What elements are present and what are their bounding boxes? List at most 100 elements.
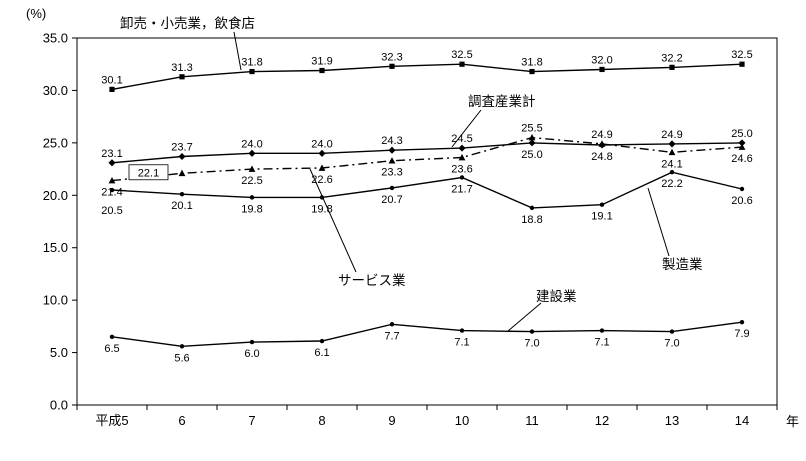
data-label: 20.7 — [381, 194, 402, 206]
marker-circle — [669, 170, 675, 175]
y-tick-label: 15.0 — [43, 240, 68, 255]
boxed-data-label-frame — [128, 164, 169, 181]
x-tick-label: 11 — [525, 413, 539, 428]
series-annotation-label: 建設業 — [536, 289, 577, 304]
y-tick-label: 0.0 — [50, 398, 68, 413]
data-label: 7.1 — [594, 337, 609, 349]
marker-circle — [599, 202, 605, 207]
marker-circle — [389, 185, 395, 191]
marker-square — [459, 61, 465, 67]
data-label: 24.0 — [311, 138, 332, 150]
data-label: 23.3 — [381, 167, 402, 179]
data-label: 24.3 — [381, 135, 402, 147]
data-label: 7.0 — [524, 338, 539, 350]
marker-triangle — [318, 164, 326, 171]
data-label: 7.7 — [384, 330, 399, 342]
annotation-leader-line — [507, 302, 542, 332]
data-label: 25.0 — [731, 128, 752, 140]
marker-circle — [389, 322, 395, 327]
marker-diamond — [388, 146, 396, 154]
marker-square — [319, 67, 325, 74]
marker-triangle — [178, 169, 186, 177]
data-label: 31.3 — [171, 62, 192, 74]
marker-diamond — [248, 149, 256, 157]
marker-triangle — [388, 157, 396, 164]
x-tick-label: 13 — [665, 413, 679, 428]
marker-circle — [739, 319, 745, 325]
data-label: 22.2 — [661, 178, 682, 190]
annotation-leader-line — [647, 187, 670, 257]
marker-square — [109, 86, 115, 92]
x-tick-label: 6 — [178, 413, 185, 428]
data-label: 32.2 — [661, 52, 682, 64]
x-tick-label: 10 — [455, 413, 469, 428]
data-label: 20.6 — [731, 195, 752, 207]
marker-diamond — [108, 159, 116, 167]
data-label: 31.8 — [241, 57, 262, 69]
data-label: 6.0 — [244, 348, 259, 360]
data-label: 19.8 — [241, 203, 262, 215]
marker-square — [529, 68, 535, 75]
data-label: 24.9 — [591, 129, 612, 141]
data-label: 31.8 — [521, 57, 542, 69]
data-label: 7.9 — [734, 328, 749, 340]
series-line-0 — [111, 63, 743, 91]
data-label: 19.8 — [311, 203, 332, 215]
marker-diamond — [528, 139, 536, 147]
data-label: 6.1 — [314, 347, 329, 359]
marker-circle — [529, 205, 535, 211]
data-label: 24.1 — [661, 158, 682, 170]
marker-circle — [599, 328, 605, 333]
marker-triangle — [248, 165, 256, 172]
data-label: 32.5 — [451, 49, 472, 61]
y-tick-label: 30.0 — [43, 83, 68, 98]
y-tick-label: 35.0 — [43, 31, 68, 46]
marker-circle — [249, 339, 255, 345]
data-label: 24.0 — [241, 138, 262, 150]
y-tick-label: 20.0 — [43, 188, 68, 203]
series-line-3 — [111, 171, 743, 209]
marker-circle — [459, 175, 465, 180]
data-label: 32.0 — [591, 54, 612, 66]
data-label: 7.1 — [454, 337, 469, 349]
series-annotation-label: 卸売・小売業，飲食店 — [120, 15, 255, 31]
series-annotation-label: 調査産業計 — [468, 94, 536, 109]
data-label: 6.5 — [104, 343, 119, 355]
marker-triangle — [458, 153, 466, 161]
data-label: 24.9 — [661, 129, 682, 141]
data-label: 21.7 — [451, 183, 472, 195]
marker-circle — [739, 186, 745, 192]
marker-square — [179, 74, 185, 80]
data-label: 23.1 — [101, 148, 122, 160]
marker-circle — [179, 192, 185, 197]
x-axis-unit-label: 年 — [786, 414, 800, 429]
data-label: 7.0 — [664, 338, 679, 350]
marker-circle — [669, 329, 675, 334]
data-label: 32.3 — [381, 51, 402, 63]
data-label: 5.6 — [174, 352, 189, 364]
x-tick-label: 9 — [388, 413, 395, 428]
series-line-1 — [111, 142, 743, 164]
series-annotation-label: サービス業 — [338, 273, 406, 288]
marker-triangle — [108, 177, 116, 184]
marker-diamond — [738, 139, 746, 147]
y-axis-unit-label: (%) — [26, 6, 47, 21]
data-label: 19.1 — [591, 211, 612, 223]
marker-circle — [459, 328, 465, 333]
marker-diamond — [178, 152, 186, 161]
y-tick-label: 5.0 — [50, 345, 68, 360]
data-label: 23.6 — [451, 164, 472, 176]
marker-diamond — [318, 149, 326, 157]
data-label: 21.4 — [101, 187, 122, 199]
marker-triangle — [668, 148, 676, 156]
annotation-leader-line — [309, 168, 357, 273]
marker-circle — [249, 195, 255, 200]
marker-diamond — [668, 140, 676, 148]
series-line-4 — [111, 321, 743, 348]
data-label: 30.1 — [101, 74, 122, 86]
marker-circle — [529, 329, 535, 334]
data-label: 32.5 — [731, 49, 752, 61]
annotation-leader-line — [451, 109, 482, 148]
data-label: 31.9 — [311, 56, 332, 68]
